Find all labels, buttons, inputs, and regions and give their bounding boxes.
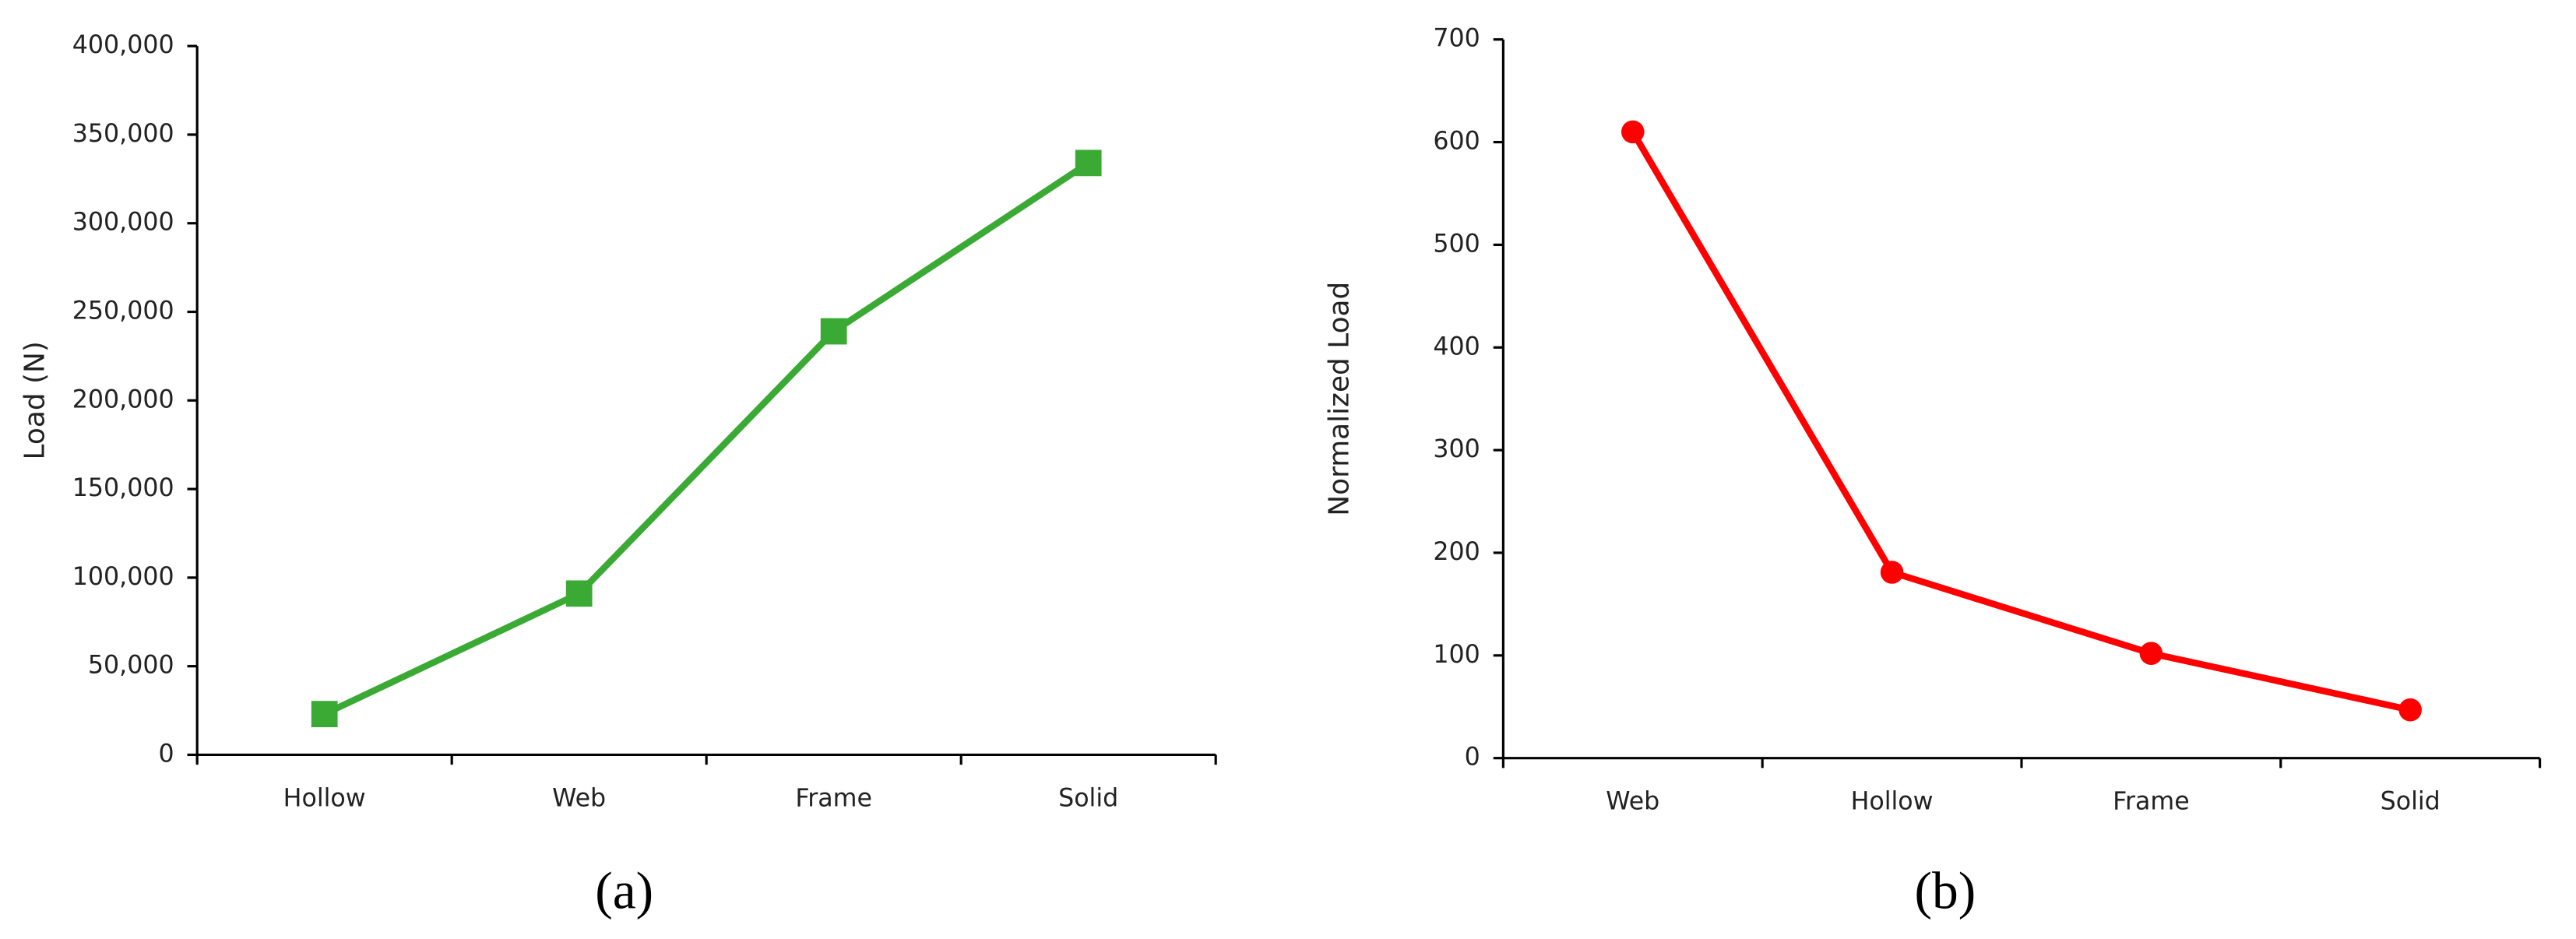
y-tick-label: 700 bbox=[1433, 25, 1480, 53]
marker bbox=[820, 318, 847, 345]
marker bbox=[1880, 561, 1904, 584]
x-tick-label: Web bbox=[552, 784, 606, 812]
y-tick-label: 350,000 bbox=[72, 120, 174, 148]
x-tick-label: Solid bbox=[1058, 784, 1118, 812]
y-tick-label: 300,000 bbox=[72, 209, 174, 237]
caption: (a) bbox=[595, 862, 653, 920]
marker bbox=[565, 580, 593, 607]
y-tick-label: 250,000 bbox=[72, 297, 174, 325]
y-tick-label: 400 bbox=[1433, 332, 1480, 360]
y-tick-label: 100,000 bbox=[72, 563, 174, 591]
marker bbox=[1621, 120, 1645, 144]
y-axis-label: Load (N) bbox=[19, 341, 51, 459]
marker bbox=[2139, 642, 2163, 665]
marker bbox=[1075, 149, 1102, 177]
y-tick-label: 100 bbox=[1433, 641, 1480, 669]
x-tick-label: Web bbox=[1606, 788, 1659, 816]
y-tick-label: 0 bbox=[1465, 744, 1480, 772]
x-tick-label: Hollow bbox=[283, 784, 366, 812]
y-tick-label: 0 bbox=[158, 740, 174, 768]
x-tick-label: Solid bbox=[2381, 788, 2441, 816]
marker bbox=[311, 701, 338, 728]
marker bbox=[2398, 698, 2422, 722]
caption: (b) bbox=[1915, 862, 1976, 920]
y-tick-label: 50,000 bbox=[88, 652, 174, 680]
y-tick-label: 600 bbox=[1433, 128, 1480, 156]
x-tick-label: Hollow bbox=[1851, 788, 1934, 816]
x-tick-label: Frame bbox=[2113, 788, 2190, 816]
y-tick-label: 300 bbox=[1433, 435, 1480, 463]
y-tick-label: 200 bbox=[1433, 538, 1480, 566]
y-tick-label: 200,000 bbox=[72, 385, 174, 413]
y-axis-label: Normalized Load bbox=[1324, 282, 1356, 516]
y-tick-label: 500 bbox=[1433, 230, 1480, 258]
x-tick-label: Frame bbox=[795, 784, 872, 812]
line bbox=[1630, 130, 2412, 713]
y-tick-label: 400,000 bbox=[72, 31, 174, 59]
line bbox=[322, 160, 1090, 717]
y-tick-label: 150,000 bbox=[72, 474, 174, 502]
